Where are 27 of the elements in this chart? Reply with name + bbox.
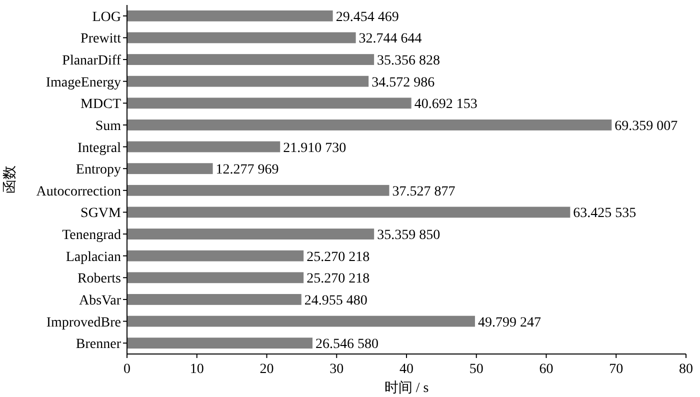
y-tick-label: MDCT <box>80 97 122 112</box>
x-tick-label: 60 <box>539 362 554 377</box>
y-tick-label: Autocorrection <box>36 184 121 200</box>
x-axis-title: 时间 / s <box>384 380 429 396</box>
x-tick-label: 40 <box>400 362 414 377</box>
y-tick-label: AbsVar <box>79 293 122 308</box>
x-tick-label: 20 <box>260 362 274 377</box>
y-tick-label: Brenner <box>76 337 122 352</box>
x-tick-label: 10 <box>190 362 204 377</box>
y-tick-label: Laplacian <box>66 250 121 265</box>
y-tick-label: Prewitt <box>80 32 122 47</box>
y-tick-label: ImageEnergy <box>46 75 121 90</box>
x-tick-label: 50 <box>469 362 484 377</box>
y-tick-label: Tenengrad <box>62 228 121 244</box>
y-tick-label: SGVM <box>80 206 122 222</box>
y-tick-label: LOG <box>92 10 121 25</box>
y-tick-label: Sum <box>95 118 122 134</box>
y-tick-label: ImprovedBre <box>46 315 121 330</box>
y-tick-label: Entropy <box>76 162 121 178</box>
y-tick-label: Roberts <box>77 272 121 287</box>
x-tick-label: 0 <box>124 362 130 377</box>
y-axis-title: 函数 <box>2 166 18 194</box>
y-tick-label: PlanarDiff <box>62 54 122 69</box>
x-tick-label: 70 <box>609 362 624 377</box>
x-tick-label: 30 <box>330 362 344 377</box>
x-tick-label: 80 <box>679 362 693 377</box>
y-tick-label: Integral <box>77 140 122 156</box>
